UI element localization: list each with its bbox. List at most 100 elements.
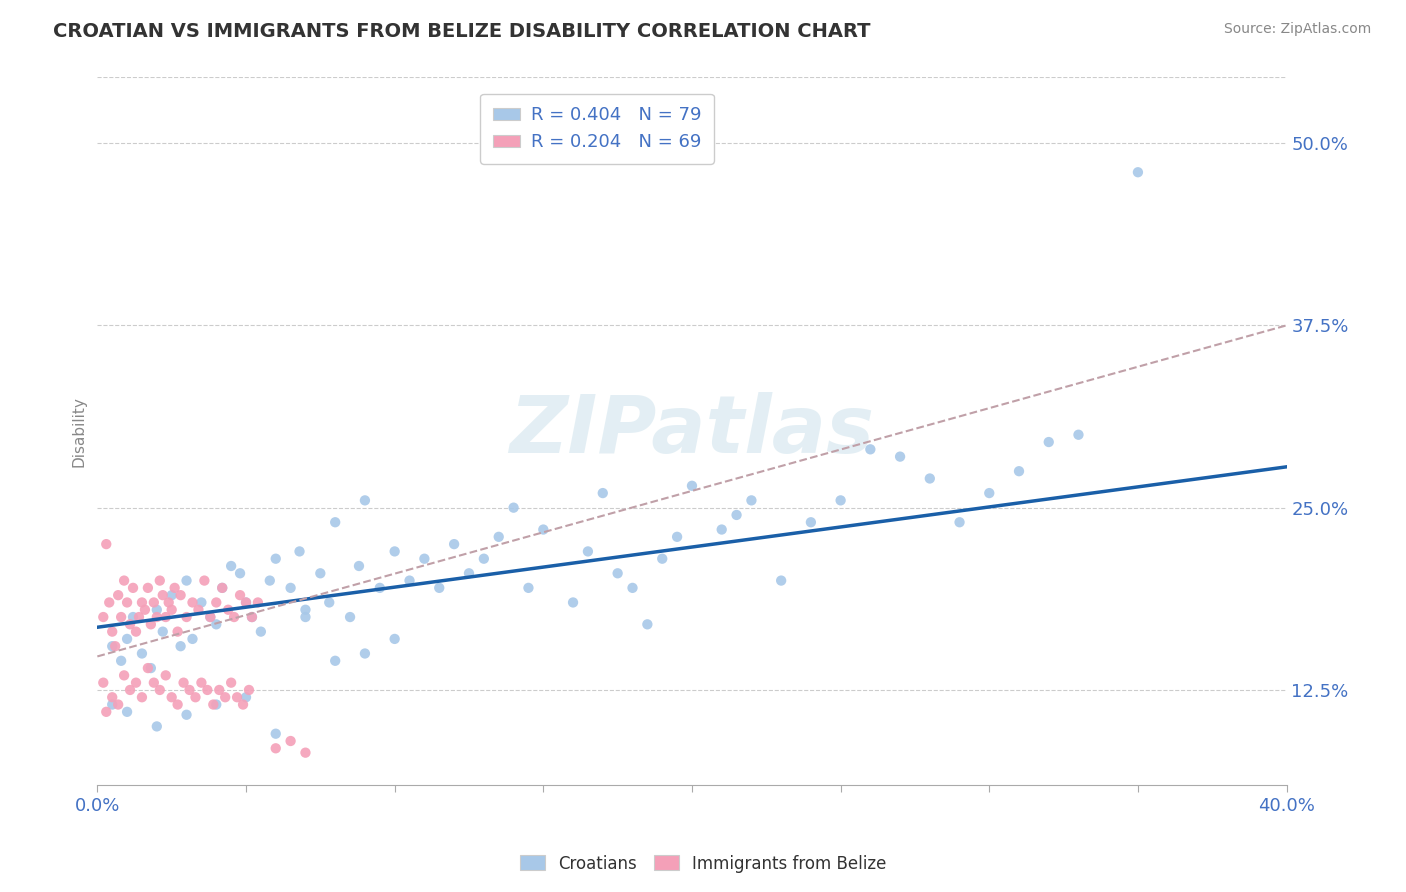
Point (205, 617, 228, 632)
Point (155, 610, 177, 624)
Point (219, 559, 242, 574)
Point (250, 624, 273, 639)
Point (179, 682, 201, 697)
Point (181, 595, 204, 609)
Point (214, 690, 236, 705)
Point (208, 682, 231, 697)
Point (131, 595, 153, 609)
Point (136, 581, 159, 595)
Point (770, 574, 793, 588)
Point (122, 610, 145, 624)
Point (235, 595, 257, 609)
Point (187, 603, 209, 617)
Point (110, 654, 132, 668)
Point (125, 675, 148, 690)
Y-axis label: Disability: Disability (72, 396, 86, 467)
Point (200, 610, 222, 624)
Point (889, 450, 911, 464)
Legend: Croatians, Immigrants from Belize: Croatians, Immigrants from Belize (513, 848, 893, 880)
Point (112, 574, 135, 588)
Point (294, 603, 316, 617)
Point (195, 682, 218, 697)
Point (98, 595, 121, 609)
Point (354, 647, 377, 661)
Point (800, 515, 823, 529)
Point (576, 544, 599, 558)
Point (740, 493, 762, 508)
Point (101, 624, 124, 639)
Point (131, 647, 153, 661)
Point (160, 690, 183, 705)
Point (264, 551, 287, 566)
Point (107, 698, 129, 712)
Point (169, 588, 191, 602)
Point (280, 581, 302, 595)
Point (224, 610, 246, 624)
Point (134, 603, 156, 617)
Point (190, 675, 212, 690)
Point (666, 530, 689, 544)
Point (176, 610, 198, 624)
Point (131, 690, 153, 705)
Point (91, 675, 114, 690)
Point (235, 595, 257, 609)
Point (264, 741, 287, 756)
Point (240, 610, 263, 624)
Point (200, 610, 222, 624)
Point (502, 500, 524, 515)
Point (176, 574, 198, 588)
Point (173, 675, 195, 690)
Point (240, 610, 263, 624)
Point (246, 595, 269, 609)
Point (226, 690, 249, 705)
Point (562, 595, 585, 609)
Point (339, 610, 361, 624)
Point (142, 675, 165, 690)
Point (149, 682, 172, 697)
Point (918, 471, 941, 485)
Point (155, 668, 177, 682)
Point (149, 574, 172, 588)
Point (323, 654, 346, 668)
Point (347, 559, 370, 574)
Point (368, 581, 391, 595)
Point (202, 698, 225, 712)
Text: Source: ZipAtlas.com: Source: ZipAtlas.com (1223, 22, 1371, 37)
Point (139, 661, 162, 675)
Point (1126, 165, 1149, 179)
Point (166, 624, 188, 639)
Point (681, 479, 703, 493)
Point (259, 574, 281, 588)
Point (205, 595, 228, 609)
Point (115, 705, 138, 719)
Point (323, 515, 346, 529)
Point (152, 624, 174, 639)
Point (280, 734, 302, 748)
Point (710, 523, 733, 537)
Point (157, 595, 180, 609)
Point (193, 574, 215, 588)
Point (91, 610, 114, 624)
Point (104, 639, 127, 653)
Point (211, 581, 233, 595)
Point (205, 698, 228, 712)
Point (443, 537, 465, 551)
Point (122, 581, 145, 595)
Point (142, 595, 165, 609)
Point (318, 595, 340, 609)
Legend: R = 0.404   N = 79, R = 0.204   N = 69: R = 0.404 N = 79, R = 0.204 N = 69 (479, 94, 714, 164)
Point (384, 544, 406, 558)
Point (115, 632, 138, 646)
Point (169, 639, 191, 653)
Point (101, 698, 124, 712)
Point (219, 675, 242, 690)
Point (830, 493, 852, 508)
Point (294, 610, 316, 624)
Point (120, 682, 142, 697)
Point (128, 610, 150, 624)
Point (101, 690, 124, 705)
Point (354, 493, 377, 508)
Point (1038, 435, 1060, 450)
Point (232, 698, 254, 712)
Point (621, 581, 644, 595)
